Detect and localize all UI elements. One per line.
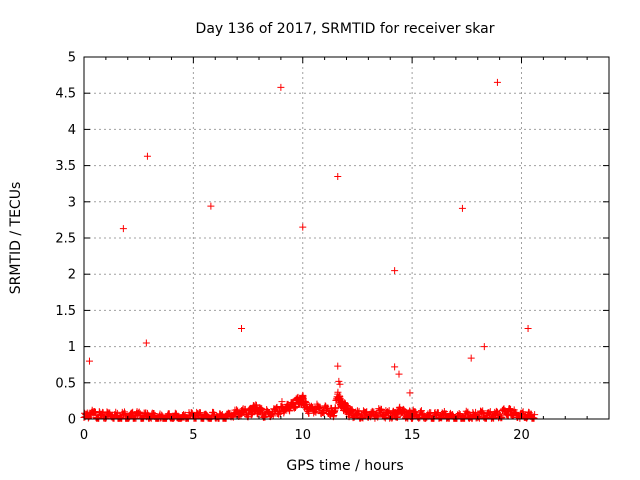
- data-point: [233, 406, 241, 414]
- data-point: [395, 370, 403, 378]
- data-point: [268, 411, 276, 419]
- x-tick-label: 5: [189, 428, 197, 443]
- y-tick-label: 3: [68, 195, 76, 210]
- data-point: [135, 408, 143, 416]
- data-point: [391, 267, 399, 275]
- data-point: [238, 325, 245, 332]
- data-point: [486, 408, 494, 416]
- data-point: [516, 414, 524, 422]
- data-point: [519, 409, 527, 417]
- data-point: [334, 388, 342, 396]
- data-point: [485, 409, 493, 417]
- data-point: [235, 412, 243, 420]
- data-point: [519, 408, 527, 416]
- data-point: [172, 410, 180, 418]
- data-point: [229, 413, 237, 421]
- data-point: [90, 409, 98, 417]
- data-point: [388, 414, 396, 422]
- data-point: [480, 343, 488, 351]
- y-tick-label: 1.5: [55, 304, 76, 319]
- data-point: [299, 223, 307, 231]
- data-point: [524, 325, 532, 332]
- data-point: [120, 408, 128, 416]
- data-point: [113, 409, 121, 417]
- y-axis-title: SRMTID / TECUs: [8, 182, 24, 295]
- data-point: [196, 409, 204, 417]
- data-point: [269, 412, 277, 420]
- data-point: [332, 405, 340, 413]
- y-tick-label: 0: [68, 413, 76, 428]
- data-point: [207, 202, 215, 210]
- data-point: [493, 78, 501, 86]
- x-tick-label: 15: [404, 428, 421, 443]
- data-point: [385, 407, 393, 415]
- data-point: [355, 407, 363, 415]
- data-point: [258, 405, 266, 413]
- data-point: [336, 380, 344, 388]
- data-point: [359, 414, 367, 422]
- data-point: [85, 357, 93, 365]
- data-point: [467, 354, 475, 362]
- tick-labels: 0 0.5 1 1.5 2 2.5 3 3.5 4 4.5 5 0 5 10 15 20: [55, 51, 529, 444]
- axis-ticks: [83, 56, 610, 420]
- data-point: [378, 405, 385, 413]
- x-tick-label: 0: [80, 428, 88, 443]
- data-point: [165, 410, 173, 418]
- data-points: [80, 78, 539, 422]
- y-tick-label: 4.5: [55, 87, 76, 102]
- x-tick-label: 20: [513, 428, 530, 443]
- data-point: [143, 152, 151, 160]
- data-point: [277, 83, 285, 91]
- data-point: [334, 172, 342, 180]
- data-point: [121, 409, 129, 417]
- y-tick-label: 5: [68, 51, 76, 66]
- y-tick-label: 1: [68, 340, 76, 355]
- data-point: [472, 408, 480, 416]
- data-point: [458, 204, 466, 212]
- grid-layer: [84, 57, 609, 419]
- x-tick-label: 10: [294, 428, 311, 443]
- data-point: [530, 414, 538, 422]
- data-point: [278, 398, 286, 406]
- y-tick-label: 2.5: [55, 232, 76, 247]
- data-point: [391, 363, 399, 371]
- y-tick-label: 0.5: [55, 376, 76, 391]
- data-point: [531, 411, 539, 419]
- data-point: [478, 409, 486, 417]
- data-point: [129, 408, 137, 416]
- data-point: [482, 413, 490, 421]
- data-point: [334, 362, 342, 370]
- data-point: [529, 414, 537, 422]
- data-point: [335, 377, 343, 385]
- data-point: [91, 408, 99, 416]
- y-tick-label: 3.5: [55, 159, 76, 174]
- data-point: [406, 389, 414, 397]
- y-tick-label: 2: [68, 268, 76, 283]
- x-axis-title: GPS time / hours: [286, 458, 403, 474]
- chart-title: Day 136 of 2017, SRMTID for receiver ska…: [196, 21, 495, 37]
- data-point: [222, 414, 230, 422]
- data-point: [319, 408, 327, 416]
- data-point: [171, 409, 179, 417]
- data-point: [112, 408, 120, 416]
- data-point: [119, 225, 127, 233]
- y-tick-label: 4: [68, 123, 76, 138]
- data-point: [142, 339, 150, 347]
- data-point: [417, 407, 425, 415]
